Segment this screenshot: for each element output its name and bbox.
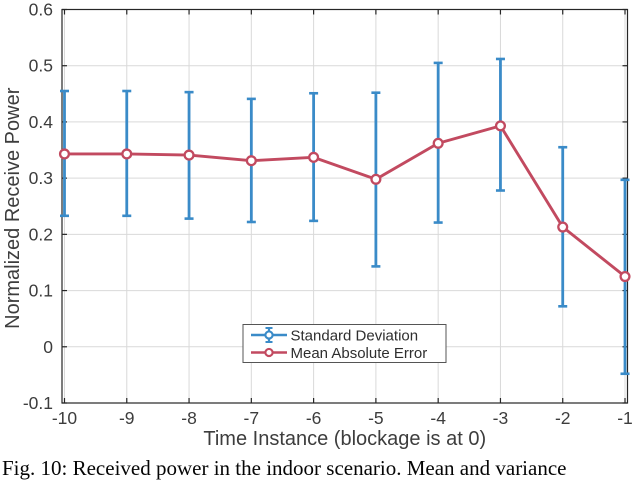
legend-line-marker xyxy=(264,347,274,358)
y-tick-label: 0.6 xyxy=(29,0,53,20)
x-tick-label: -8 xyxy=(181,408,197,428)
x-tick-label: -6 xyxy=(306,408,322,428)
data-point-marker xyxy=(121,148,133,160)
y-tick-label: 0.4 xyxy=(29,112,54,132)
x-tick-label: -10 xyxy=(52,408,78,428)
legend-box xyxy=(242,324,447,363)
data-point-marker xyxy=(494,120,506,132)
x-tick-label: -5 xyxy=(368,408,384,428)
data-point-marker xyxy=(58,148,71,160)
data-point-marker xyxy=(308,151,320,163)
y-tick-label: 0 xyxy=(43,337,53,357)
data-point-marker xyxy=(370,173,382,185)
data-point-marker xyxy=(245,155,257,167)
mean-line xyxy=(63,124,627,278)
errorbar-chart: -10 -9 -8 -7 -6 -5 -4 -3 -2 -1 -0.1 0 0.1 0.2 0.3 0.4 0.… xyxy=(2,0,633,450)
y-tick-label: 0.1 xyxy=(29,281,53,301)
figure-caption: Fig. 10: Received power in the indoor sc… xyxy=(2,456,567,480)
x-tick-label: -9 xyxy=(119,408,135,428)
plot-frame xyxy=(61,8,629,404)
x-tick-label: -2 xyxy=(555,408,571,428)
data-point-marker xyxy=(183,149,195,161)
y-tick-label: -0.1 xyxy=(23,393,53,413)
data-point-marker xyxy=(619,270,631,283)
y-axis-label: Normalized Receive Power xyxy=(2,87,24,329)
legend-label-mean-absolute-error: Mean Absolute Error xyxy=(291,345,428,362)
data-point-marker xyxy=(557,221,569,233)
y-tick-label: 0.2 xyxy=(29,224,53,244)
y-tick-label: 0.5 xyxy=(29,56,53,76)
x-tick-label: -3 xyxy=(493,408,509,428)
x-tick-label: -1 xyxy=(617,408,633,428)
x-tick-label: -4 xyxy=(430,408,446,428)
x-tick-label: -7 xyxy=(244,408,260,428)
legend-errorbar-marker xyxy=(264,330,274,340)
x-axis-label: Time Instance (blockage is at 0) xyxy=(203,428,486,450)
data-point-marker xyxy=(432,137,444,149)
y-tick-label: 0.3 xyxy=(29,168,53,188)
legend-label-standard-deviation: Standard Deviation xyxy=(291,328,419,345)
